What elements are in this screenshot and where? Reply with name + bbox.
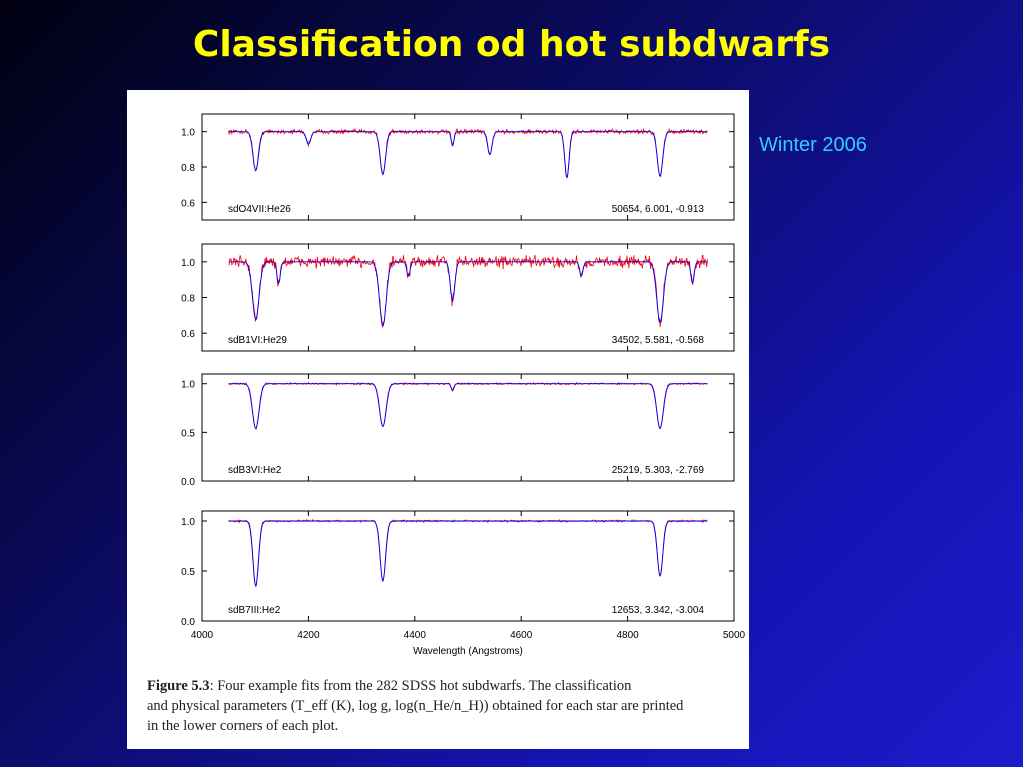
observed-spectrum-3 <box>228 381 708 431</box>
y-tick-label: 0.8 <box>181 294 195 305</box>
observed-spectrum-1 <box>228 127 708 178</box>
x-tick-label: 4400 <box>404 630 427 641</box>
observed-spectrum-2 <box>228 254 708 328</box>
caption-line-3: in the lower corners of each plot. <box>147 718 339 734</box>
x-tick-label: 4800 <box>616 630 639 641</box>
x-tick-label: 4600 <box>510 630 533 641</box>
model-fit-2 <box>228 261 708 327</box>
panel-frame-4 <box>201 510 735 622</box>
x-tick-label: 4000 <box>191 630 214 641</box>
y-tick-label: 1.0 <box>181 258 195 269</box>
panel-params-label-2: 34502, 5.581, -0.568 <box>612 335 705 346</box>
x-tick-label: 5000 <box>723 630 746 641</box>
caption-line-2: and physical parameters (T_eff (K), log … <box>147 698 684 714</box>
y-tick-label: 1.0 <box>181 128 195 139</box>
model-fit-3 <box>228 383 708 430</box>
y-tick-label: 1.0 <box>181 517 195 528</box>
y-tick-label: 0.0 <box>181 477 195 488</box>
x-tick-label: 4200 <box>297 630 320 641</box>
panel-class-label-3: sdB3VI:He2 <box>228 465 282 476</box>
panel-class-label-2: sdB1VI:He29 <box>228 335 287 346</box>
figure-caption: Figure 5.3: Four example fits from the 2… <box>147 676 749 736</box>
y-tick-label: 0.6 <box>181 198 195 209</box>
panel-class-label-4: sdB7III:He2 <box>228 605 281 616</box>
panel-params-label-1: 50654, 6.001, -0.913 <box>612 204 705 215</box>
y-tick-label: 0.6 <box>181 329 195 340</box>
y-tick-label: 1.0 <box>181 380 195 391</box>
spectra-chart: 0.6 0.8 1.0 sdO4VII:He26 50654, 6.001, -0.91… <box>181 113 746 657</box>
figure-panel: 0.6 0.8 1.0 sdO4VII:He26 50654, 6.001, -0.91… <box>127 90 749 749</box>
caption-lead: Figure 5.3 <box>147 678 210 694</box>
model-fit-4 <box>228 520 708 588</box>
panel-class-label-1: sdO4VII:He26 <box>228 204 291 215</box>
y-tick-label: 0.0 <box>181 617 195 628</box>
y-tick-label: 0.5 <box>181 428 195 439</box>
caption-line-1: Figure 5.3: Four example fits from the 2… <box>147 676 749 696</box>
slide-title: Classification od hot subdwarfs <box>192 24 831 65</box>
observed-spectrum-4 <box>228 518 708 587</box>
panel-frame-3 <box>201 373 735 482</box>
slide-subtitle: Winter 2006 <box>759 134 867 156</box>
y-tick-label: 0.5 <box>181 567 195 578</box>
panel-params-label-3: 25219, 5.303, -2.769 <box>612 465 705 476</box>
panel-params-label-4: 12653, 3.342, -3.004 <box>612 605 705 616</box>
y-tick-label: 0.8 <box>181 163 195 174</box>
caption-text-1: : Four example fits from the 282 SDSS ho… <box>209 678 632 694</box>
x-axis-label: Wavelength (Angstroms) <box>413 646 523 657</box>
model-fit-1 <box>228 131 708 179</box>
